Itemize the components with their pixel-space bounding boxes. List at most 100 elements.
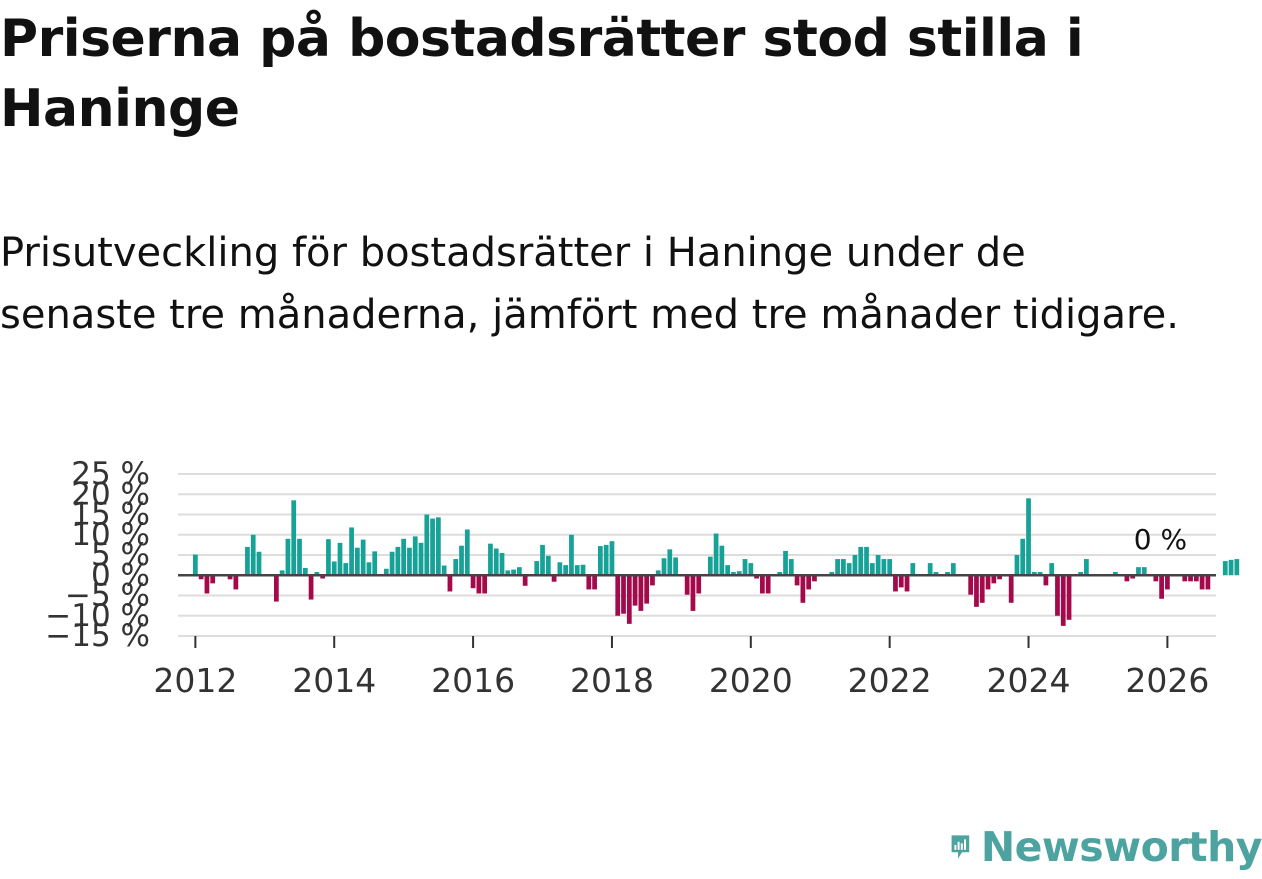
bar — [609, 541, 615, 576]
y-tick-label: 5 % — [91, 537, 150, 573]
bar — [534, 561, 540, 576]
bar — [233, 575, 239, 590]
chart-title: Priserna på bostadsrätter stod stilla i … — [0, 9, 1084, 139]
bar — [950, 563, 956, 576]
bar — [453, 559, 459, 576]
bar — [754, 575, 759, 579]
bar — [273, 575, 279, 602]
bar — [401, 538, 407, 576]
bar — [302, 567, 308, 576]
bar — [1234, 559, 1240, 576]
bar — [864, 546, 869, 576]
bar — [563, 565, 569, 576]
bar — [650, 575, 655, 586]
bar — [760, 575, 765, 594]
bar — [204, 575, 210, 594]
bar — [1141, 567, 1147, 576]
bar — [788, 559, 794, 576]
x-axis: 2012 2014 2016 2018 2020 2022 2024 2026 — [153, 636, 1209, 700]
bar — [841, 559, 846, 576]
bar — [569, 534, 574, 576]
bar — [742, 559, 748, 576]
bar — [1055, 575, 1060, 616]
bar — [898, 575, 904, 588]
bar — [1193, 575, 1199, 582]
bar — [557, 562, 563, 576]
bar — [667, 549, 673, 576]
bar — [748, 563, 754, 576]
bar — [696, 575, 702, 594]
bar — [395, 546, 401, 576]
bar — [279, 570, 285, 576]
bar — [1060, 575, 1066, 626]
bar — [407, 547, 412, 576]
bar — [1014, 555, 1020, 576]
bar — [314, 572, 320, 576]
bar — [592, 575, 597, 590]
bar — [331, 561, 337, 576]
bar — [800, 575, 806, 603]
bar — [227, 575, 233, 580]
bar — [736, 571, 742, 576]
bar — [435, 517, 441, 576]
bar — [731, 572, 736, 576]
bar — [598, 546, 603, 576]
bar — [1165, 575, 1170, 590]
bar — [1008, 575, 1014, 603]
bar — [464, 529, 470, 576]
bar — [499, 552, 505, 576]
bar — [713, 533, 719, 576]
bar — [979, 575, 985, 603]
x-tick-label: 2024 — [987, 661, 1071, 700]
bar — [493, 548, 499, 576]
y-tick-label: 15 % — [71, 497, 150, 533]
bar — [459, 545, 464, 576]
bar — [551, 575, 557, 582]
bar — [893, 575, 898, 592]
bar — [621, 575, 626, 614]
bar — [933, 572, 939, 576]
bar — [1066, 575, 1072, 620]
bar — [1228, 559, 1234, 576]
bar — [985, 575, 991, 590]
bar — [580, 564, 586, 576]
bar — [852, 555, 858, 576]
bar — [869, 563, 875, 576]
bar — [829, 572, 835, 576]
bar — [1084, 559, 1089, 576]
bar — [632, 575, 638, 606]
y-axis: 25 %20 %15 %10 %5 %0 %−5 %−10 %−15 % — [45, 456, 150, 654]
bar — [945, 572, 950, 576]
bar — [360, 539, 366, 576]
bar — [1188, 575, 1193, 582]
bar — [1026, 498, 1031, 576]
bar — [349, 527, 354, 576]
bar — [383, 568, 389, 576]
bar — [245, 546, 250, 576]
bar — [707, 556, 713, 576]
chart-subtitle: Prisutveckling för bostadsrätter i Hanin… — [0, 230, 1179, 338]
bar — [684, 575, 690, 595]
bar — [586, 575, 592, 590]
bar — [615, 575, 621, 616]
bar — [285, 538, 291, 576]
bar — [430, 518, 435, 576]
bar — [424, 514, 430, 576]
bar — [725, 565, 731, 576]
x-tick-label: 2018 — [570, 661, 654, 700]
bar — [1078, 572, 1083, 576]
bar — [1124, 575, 1130, 582]
bar — [991, 575, 997, 584]
bar — [904, 575, 910, 592]
bar — [765, 575, 771, 594]
bar — [858, 546, 864, 576]
x-tick-label: 2020 — [709, 661, 793, 700]
bar — [638, 575, 644, 611]
gridlines — [178, 473, 1216, 637]
bar — [297, 538, 302, 576]
y-tick-label: 25 % — [71, 456, 150, 492]
bar — [488, 543, 493, 576]
bar — [540, 544, 545, 576]
bar — [389, 551, 395, 576]
bar — [326, 539, 331, 576]
